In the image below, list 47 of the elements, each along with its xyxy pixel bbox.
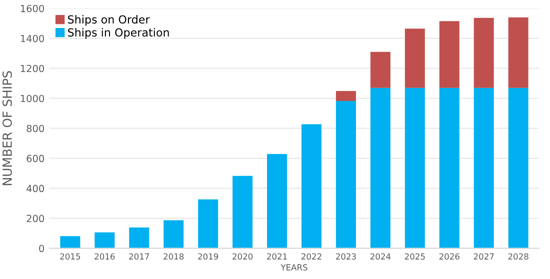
bar	[301, 124, 322, 248]
bar	[232, 176, 253, 248]
y-tick-label: 0	[39, 244, 44, 252]
x-tick-label: 2021	[267, 253, 287, 260]
bar	[370, 88, 390, 248]
x-tick-label: 2015	[60, 253, 80, 260]
bar	[370, 52, 390, 88]
y-tick-label: 1400	[20, 34, 44, 42]
x-axis-title: YEARS	[280, 264, 308, 270]
legend-label: Ships on Order	[68, 15, 150, 26]
bar	[439, 88, 460, 248]
bar	[474, 88, 494, 248]
x-tick-label: 2016	[94, 253, 115, 260]
x-tick-label: 2028	[508, 253, 528, 260]
bar	[439, 21, 460, 88]
bar	[474, 18, 494, 88]
y-tick-label: 600	[26, 154, 44, 162]
y-tick-label: 1000	[20, 94, 44, 102]
x-tick-label: 2018	[164, 253, 184, 260]
x-tick-label: 2017	[129, 253, 150, 260]
bar	[508, 88, 528, 248]
x-tick-label: 2019	[198, 253, 218, 260]
bar	[267, 154, 288, 248]
bar	[198, 199, 218, 248]
x-tick-label: 2020	[232, 253, 253, 260]
x-tick-label: 2022	[301, 253, 322, 260]
bar	[508, 17, 528, 88]
bar	[94, 232, 115, 248]
bar	[336, 91, 356, 102]
x-tick-label: 2023	[336, 253, 356, 260]
bar	[336, 101, 356, 248]
x-tick-label: 2025	[404, 253, 425, 260]
y-tick-label: 800	[26, 124, 44, 132]
y-tick-label: 1200	[20, 64, 44, 72]
bar	[404, 28, 425, 88]
x-tick-label: 2024	[370, 253, 391, 260]
y-tick-label: 400	[26, 184, 44, 192]
bar	[60, 236, 80, 248]
bar	[164, 220, 184, 248]
bar	[129, 227, 150, 248]
x-tick-label: 2027	[474, 253, 494, 260]
legend-label: Ships in Operation	[68, 28, 169, 39]
y-tick-label: 200	[26, 214, 44, 222]
y-tick-label: 1600	[20, 4, 44, 12]
y-axis-title: NUMBER OF SHIPS	[2, 71, 12, 186]
bar	[404, 88, 425, 248]
x-tick-label: 2026	[439, 253, 460, 260]
